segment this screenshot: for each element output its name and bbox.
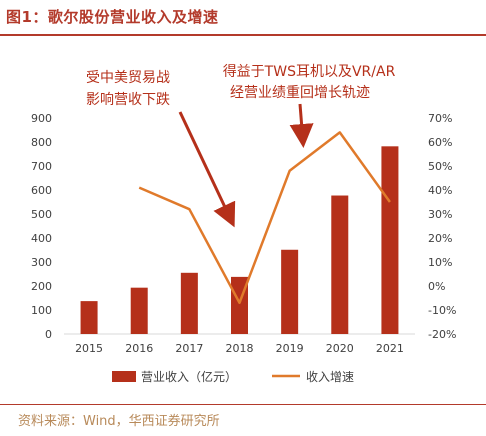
- right-tick-label: 50%: [428, 160, 452, 173]
- x-tick-label: 2015: [75, 342, 103, 355]
- legend: 营业收入（亿元） 收入增速: [112, 369, 354, 384]
- source-note: 资料来源：Wind，华西证券研究所: [18, 414, 220, 429]
- left-tick-label: 800: [31, 136, 52, 149]
- annotation-tws-line2: 经营业绩重回增长轨迹: [230, 85, 370, 101]
- left-tick-label: 100: [31, 304, 52, 317]
- title-divider: [0, 34, 486, 36]
- right-tick-label: -10%: [428, 304, 456, 317]
- x-tick-label: 2016: [125, 342, 153, 355]
- right-tick-label: 0%: [428, 280, 445, 293]
- legend-bar-swatch: [112, 371, 136, 382]
- growth-line: [138, 131, 391, 305]
- revenue-bars: [80, 146, 399, 334]
- right-tick-label: 20%: [428, 232, 452, 245]
- right-tick-label: 40%: [428, 184, 452, 197]
- x-axis: 2015 2016 2017 2018 2019 2020 2021: [64, 333, 415, 355]
- x-tick-label: 2021: [376, 342, 404, 355]
- x-tick-label: 2017: [175, 342, 203, 355]
- revenue-bar: [381, 146, 399, 334]
- growth-series-line: [138, 131, 391, 305]
- right-axis: -20% -10% 0% 10% 20% 30% 40% 50% 60% 70%: [428, 112, 456, 341]
- left-tick-label: 500: [31, 208, 52, 221]
- right-tick-label: 70%: [428, 112, 452, 125]
- legend-bar-label: 营业收入（亿元）: [141, 369, 237, 384]
- left-tick-label: 400: [31, 232, 52, 245]
- left-tick-label: 600: [31, 184, 52, 197]
- left-tick-label: 700: [31, 160, 52, 173]
- right-tick-label: 10%: [428, 256, 452, 269]
- annotation-arrow-2019: [289, 103, 314, 148]
- right-tick-label: -20%: [428, 328, 456, 341]
- left-tick-label: 0: [45, 328, 52, 341]
- left-tick-label: 200: [31, 280, 52, 293]
- right-tick-label: 60%: [428, 136, 452, 149]
- revenue-bar: [130, 287, 148, 334]
- revenue-bar: [331, 195, 349, 334]
- legend-line-label: 收入增速: [306, 370, 354, 384]
- revenue-bar: [180, 272, 198, 334]
- revenue-bar: [281, 249, 299, 334]
- annotation-arrow-2018: [178, 111, 236, 228]
- left-tick-label: 300: [31, 256, 52, 269]
- x-tick-label: 2019: [276, 342, 304, 355]
- x-tick-label: 2018: [226, 342, 254, 355]
- right-tick-label: 30%: [428, 208, 452, 221]
- annotation-trade-war-line2: 影响营收下跌: [86, 92, 170, 108]
- chart-title: 图1：歌尔股份营业收入及增速: [6, 8, 219, 26]
- left-tick-label: 900: [31, 112, 52, 125]
- annotation-tws-line1: 得益于TWS耳机以及VR/AR: [223, 63, 396, 80]
- left-axis: 0 100 200 300 400 500 600 700 800 900: [31, 112, 52, 341]
- x-tick-label: 2020: [326, 342, 354, 355]
- source-divider: [0, 404, 486, 405]
- revenue-bar: [80, 301, 98, 334]
- annotation-trade-war-line1: 受中美贸易战: [86, 70, 170, 86]
